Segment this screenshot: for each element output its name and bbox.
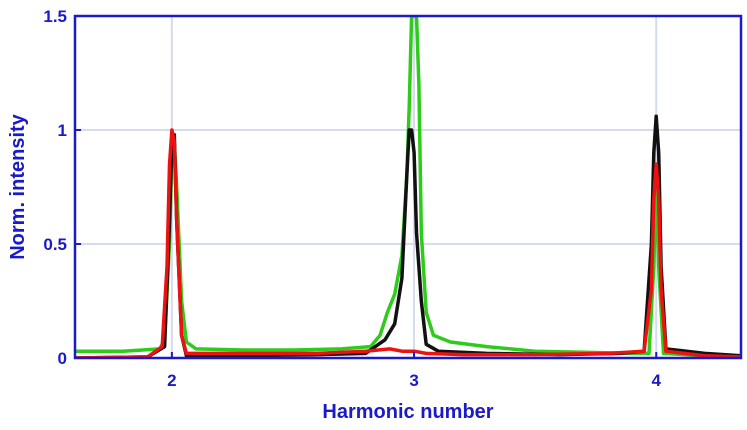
x-tick-label: 3 [409, 371, 418, 390]
y-tick-label: 1.5 [43, 7, 67, 26]
series-lines [75, 16, 741, 358]
y-tick-label: 0.5 [43, 235, 67, 254]
y-tick-label: 0 [58, 349, 67, 368]
x-tick-label: 2 [167, 371, 176, 390]
ticks: 2 3 4 0 0.5 1 1.5 [43, 7, 661, 390]
y-tick-label: 1 [58, 121, 67, 140]
plot-frame [73, 14, 743, 360]
x-axis-title: Harmonic number [322, 401, 493, 423]
series-line-3 [75, 128, 741, 358]
y-axis-title: Norm. intensity [7, 113, 29, 259]
x-tick-label: 4 [652, 371, 662, 390]
